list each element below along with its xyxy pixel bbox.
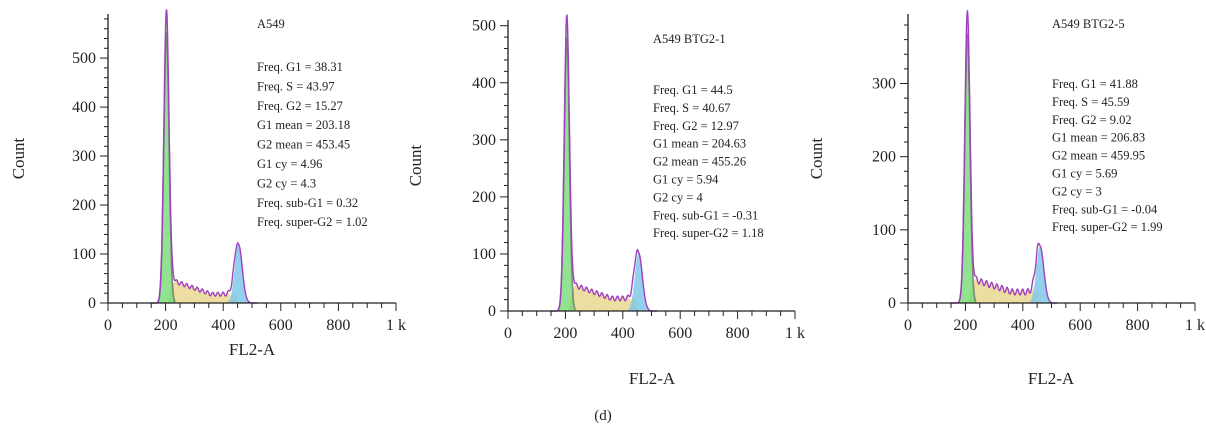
y-tick-label: 200: [472, 189, 496, 206]
stats-line: G2 cy = 4: [653, 190, 703, 204]
stats-line: G1 mean = 203.18: [257, 118, 350, 132]
y-tick-label: 400: [72, 99, 96, 116]
stats-line: Freq. G2 = 9.02: [1052, 113, 1132, 127]
stats-line: Freq. G1 = 38.31: [257, 60, 343, 74]
histogram-panel-3: 0 200 400 600 800 1 k 0 100 200 300 FL2-A Count A549…: [807, 10, 1205, 388]
x-tick-label: 400: [211, 317, 235, 334]
y-tick-label: 100: [72, 246, 96, 263]
stats-line: Freq. sub-G1 = -0.31: [653, 208, 758, 222]
x-tick-label: 800: [326, 317, 350, 334]
stats-line: G1 mean = 206.83: [1052, 131, 1145, 145]
x-tick-label: 600: [1068, 317, 1092, 334]
x-tick-label: 1 k: [386, 317, 406, 334]
stats-line: Freq. G2 = 12.97: [653, 119, 739, 133]
stats-line: Freq. super-G2 = 1.02: [257, 215, 368, 229]
x-tick-label: 200: [553, 325, 577, 342]
y-axis-label: Count: [807, 137, 826, 179]
y-tick-label: 0: [488, 303, 496, 320]
stats-line: Freq. S = 43.97: [257, 79, 335, 93]
histogram-panel-2: 0 200 400 600 800 1 k 0 100 200 300 400 500 FL2-A Cou…: [406, 14, 805, 388]
x-tick-label: 1 k: [1185, 317, 1205, 334]
y-axis-label: Count: [9, 137, 28, 179]
x-tick-label: 400: [611, 325, 635, 342]
sample-name: A549: [257, 17, 285, 31]
histogram-outline: [951, 10, 1057, 304]
x-axis-label: FL2-A: [1028, 369, 1075, 388]
stats-line: Freq. sub-G1 = -0.04: [1052, 202, 1158, 216]
y-tick-label: 300: [872, 76, 896, 93]
y-tick-label: 500: [72, 50, 96, 67]
s-phase-area: [551, 283, 657, 311]
g1-peak-area: [151, 9, 258, 303]
x-tick-label: 200: [953, 317, 977, 334]
x-tick-label: 200: [154, 317, 178, 334]
y-tick-label: 200: [872, 149, 896, 166]
x-tick-label: 600: [269, 317, 293, 334]
stats-line: G2 mean = 459.95: [1052, 149, 1145, 163]
stats-line: G1 cy = 4.96: [257, 157, 322, 171]
x-tick-label: 800: [1126, 317, 1150, 334]
stats-line: Freq. sub-G1 = 0.32: [257, 196, 358, 210]
x-tick-label: 400: [1011, 317, 1035, 334]
y-tick-label: 100: [472, 246, 496, 263]
y-tick-label: 100: [872, 222, 896, 239]
y-tick-label: 0: [88, 295, 96, 312]
x-tick-label: 0: [104, 317, 112, 334]
stats-line: G2 mean = 455.26: [653, 155, 746, 169]
stats-line: Freq. G2 = 15.27: [257, 99, 343, 113]
y-tick-label: 500: [472, 18, 496, 35]
stats-line: G1 mean = 204.63: [653, 137, 746, 151]
stats-line: Freq. G1 = 44.5: [653, 83, 733, 97]
stats-line: G2 cy = 4.3: [257, 176, 316, 190]
stats-line: G1 cy = 5.69: [1052, 167, 1117, 181]
y-tick-label: 300: [472, 132, 496, 149]
g2-peak-area: [151, 244, 258, 303]
x-axis-label: FL2-A: [629, 369, 676, 388]
x-tick-label: 0: [504, 325, 512, 342]
histogram-panel-1: 0 200 400 600 800 1 k 0 100 200 300 400 500 FL2-A Cou…: [9, 9, 406, 359]
sample-name: A549 BTG2-1: [653, 32, 726, 46]
x-tick-label: 800: [726, 325, 750, 342]
s-phase-area: [951, 277, 1057, 303]
x-tick-label: 600: [668, 325, 692, 342]
y-tick-label: 300: [72, 148, 96, 165]
stats-line: G2 cy = 3: [1052, 184, 1102, 198]
x-tick-label: 1 k: [785, 325, 805, 342]
x-axis-label: FL2-A: [229, 340, 276, 359]
sample-name: A549 BTG2-5: [1052, 17, 1125, 31]
histogram-outline: [551, 14, 657, 312]
stats-line: Freq. G1 = 41.88: [1052, 77, 1138, 91]
stats-line: Freq. S = 45.59: [1052, 95, 1130, 109]
stats-line: Freq. super-G2 = 1.18: [653, 226, 764, 240]
stats-line: Freq. S = 40.67: [653, 101, 731, 115]
y-tick-label: 400: [472, 75, 496, 92]
histogram-outline: [151, 9, 258, 304]
stats-line: Freq. super-G2 = 1.99: [1052, 220, 1163, 234]
y-tick-label: 200: [72, 197, 96, 214]
figure-caption: (d): [594, 408, 612, 424]
y-axis-label: Count: [406, 144, 425, 186]
g2-peak-area: [951, 246, 1057, 303]
x-tick-label: 0: [904, 317, 912, 334]
stats-line: G1 cy = 5.94: [653, 173, 719, 187]
stats-line: G2 mean = 453.45: [257, 138, 350, 152]
y-tick-label: 0: [888, 295, 896, 312]
